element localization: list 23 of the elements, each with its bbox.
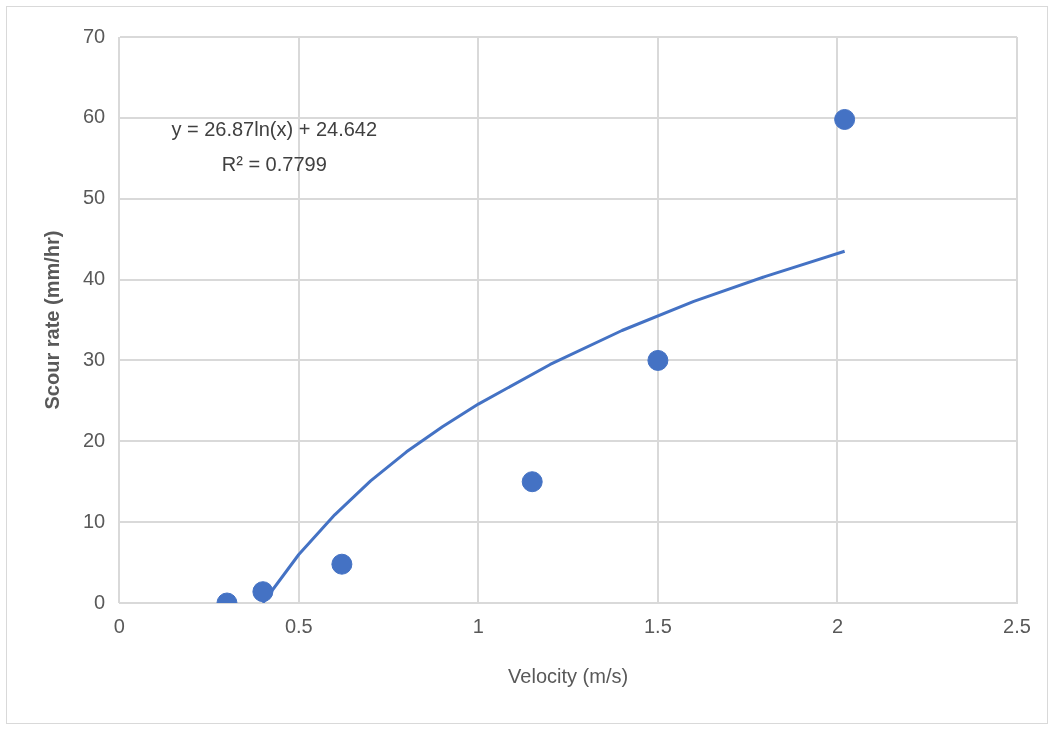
y-tick-label: 0 bbox=[94, 590, 106, 613]
annotation: y = 26.87ln(x) + 24.642 bbox=[171, 117, 378, 140]
x-tick-label: 2.5 bbox=[1003, 614, 1031, 637]
x-tick-label: 0 bbox=[113, 614, 125, 637]
y-tick-label: 10 bbox=[83, 509, 106, 532]
y-tick-label: 40 bbox=[83, 267, 106, 290]
x-tick-label: 2 bbox=[831, 614, 844, 637]
y-tick-label: 60 bbox=[83, 105, 106, 128]
annotation: R² = 0.7799 bbox=[221, 152, 327, 175]
point bbox=[647, 349, 669, 371]
x-tick-label: 1 bbox=[472, 614, 484, 637]
y-tick-label: 30 bbox=[83, 347, 106, 370]
x-tick-label: 1.5 bbox=[643, 614, 672, 637]
x-axis-title: Velocity (m/s) bbox=[508, 664, 629, 687]
y-axis-title: Scour rate (mm/hr) bbox=[40, 230, 63, 410]
y-tick-label: 50 bbox=[83, 186, 106, 209]
point bbox=[521, 471, 543, 493]
point bbox=[331, 553, 353, 575]
point bbox=[834, 108, 856, 130]
x-tick-label: 0.5 bbox=[284, 614, 313, 637]
point bbox=[252, 581, 274, 603]
y-tick-label: 70 bbox=[83, 24, 106, 47]
y-tick-label: 20 bbox=[83, 428, 106, 451]
